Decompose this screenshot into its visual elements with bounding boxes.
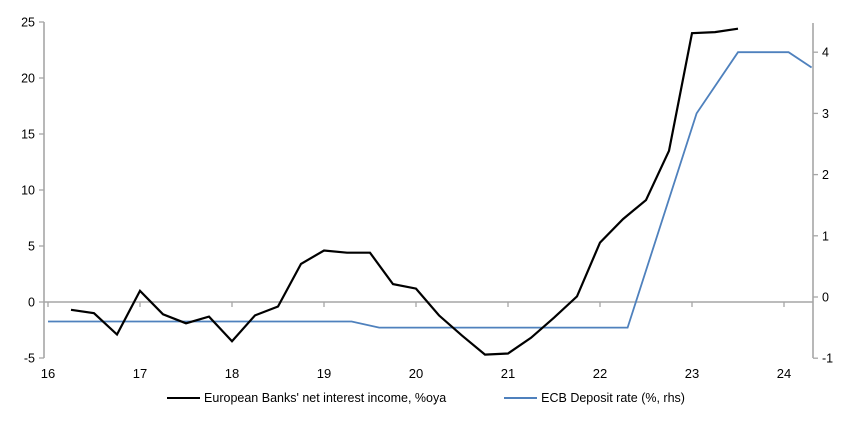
series-line-ecb-deposit-rate — [48, 51, 813, 329]
left-axis-tick-label: 15 — [21, 128, 35, 142]
right-axis-tick-label: 4 — [822, 46, 829, 60]
right-axis-tick-label: 1 — [822, 229, 829, 243]
left-axis-tick-label: 20 — [21, 72, 35, 86]
right-axis-tick-label: 2 — [822, 168, 829, 182]
x-axis-tick-label: 21 — [501, 366, 515, 381]
x-axis-tick-label: 24 — [777, 366, 791, 381]
legend-item-net-interest-income: European Banks' net interest income, %oy… — [167, 392, 446, 405]
x-axis-tick-label: 18 — [225, 366, 239, 381]
legend-swatch-ecb-deposit-rate — [504, 397, 538, 400]
x-axis-tick-label: 20 — [409, 366, 423, 381]
legend-label-ecb-deposit-rate: ECB Deposit rate (%, rhs) — [541, 391, 685, 405]
left-axis-tick-label: 0 — [28, 296, 35, 310]
x-axis-tick-label: 19 — [317, 366, 331, 381]
left-axis-tick-label: -5 — [24, 352, 35, 366]
x-axis-tick-label: 23 — [685, 366, 699, 381]
x-axis-tick-label: 16 — [41, 366, 55, 381]
legend-item-ecb-deposit-rate: ECB Deposit rate (%, rhs) — [504, 392, 685, 405]
x-axis-tick-label: 22 — [593, 366, 607, 381]
legend-swatch-net-interest-income — [167, 397, 201, 400]
legend-label-net-interest-income: European Banks' net interest income, %oy… — [204, 391, 447, 405]
chart-legend: European Banks' net interest income, %oy… — [0, 392, 852, 405]
right-axis-tick-label: 0 — [822, 291, 829, 305]
x-axis-tick-label: 17 — [133, 366, 147, 381]
right-axis-tick-label: -1 — [822, 352, 833, 366]
left-axis-tick-label: 25 — [21, 16, 35, 30]
left-axis-tick-label: 5 — [28, 240, 35, 254]
series-line-net-interest-income — [70, 27, 739, 356]
right-axis-tick-label: 3 — [822, 107, 829, 121]
left-axis-tick-label: 10 — [21, 184, 35, 198]
